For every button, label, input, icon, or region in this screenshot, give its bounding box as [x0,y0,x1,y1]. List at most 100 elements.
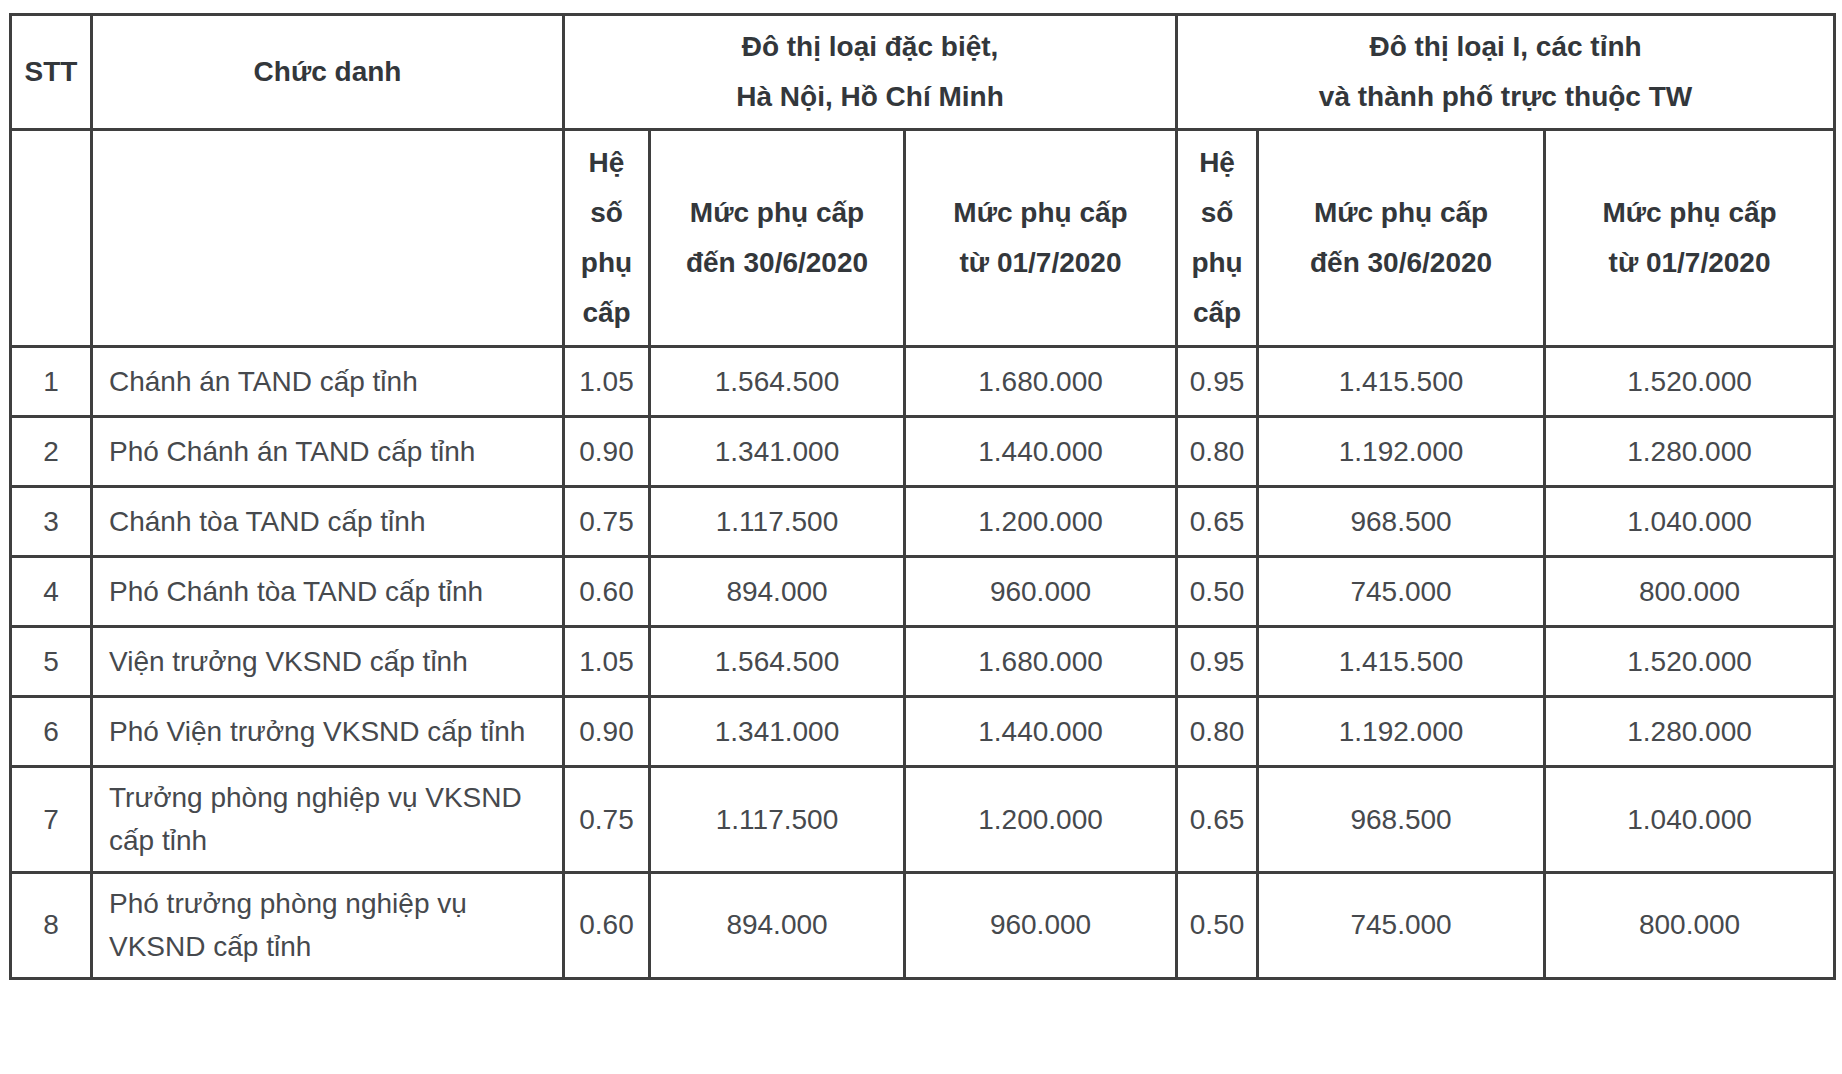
cell-stt: 1 [11,347,92,417]
muc-tu-class1-line2: từ 01/7/2020 [1554,238,1825,288]
cell-muc-den-special: 1.564.500 [650,627,905,697]
cell-chuc-danh: Phó trưởng phòng nghiệp vụ VKSND cấp tỉn… [92,872,564,978]
col-group-special-cities-line2: Hà Nội, Hồ Chí Minh [573,72,1167,122]
cell-muc-den-class1: 1.192.000 [1258,417,1545,487]
col-group-class1-cities-line1: Đô thị loại I, các tỉnh [1186,22,1825,72]
table-row: 6 Phó Viện trưởng VKSND cấp tỉnh 0.90 1.… [11,697,1835,767]
cell-muc-tu-class1: 800.000 [1545,872,1835,978]
cell-he-so-special: 1.05 [564,627,650,697]
muc-den-class1-line1: Mức phụ cấp [1267,188,1535,238]
header-row-subcolumns: Hệ số phụ cấp Mức phụ cấp đến 30/6/2020 … [11,130,1835,347]
col-header-stt: STT [11,15,92,130]
table-row: 2 Phó Chánh án TAND cấp tỉnh 0.90 1.341.… [11,417,1835,487]
cell-he-so-special: 0.90 [564,697,650,767]
table-row: 5 Viện trưởng VKSND cấp tỉnh 1.05 1.564.… [11,627,1835,697]
cell-chuc-danh: Phó Viện trưởng VKSND cấp tỉnh [92,697,564,767]
cell-muc-tu-special: 960.000 [905,872,1177,978]
cell-he-so-special: 0.90 [564,417,650,487]
muc-tu-special-line1: Mức phụ cấp [914,188,1167,238]
muc-tu-special-line2: từ 01/7/2020 [914,238,1167,288]
table-body: 1 Chánh án TAND cấp tỉnh 1.05 1.564.500 … [11,347,1835,979]
cell-stt: 5 [11,627,92,697]
cell-muc-den-class1: 1.415.500 [1258,627,1545,697]
table-row: 7 Trưởng phòng nghiệp vụ VKSND cấp tỉnh … [11,767,1835,873]
cell-he-so-special: 0.75 [564,767,650,873]
cell-muc-den-special: 1.341.000 [650,697,905,767]
col-header-muc-tu-class1: Mức phụ cấp từ 01/7/2020 [1545,130,1835,347]
cell-muc-den-special: 894.000 [650,872,905,978]
cell-stt: 7 [11,767,92,873]
table-header: STT Chức danh Đô thị loại đặc biệt, Hà N… [11,15,1835,347]
cell-muc-den-special: 894.000 [650,557,905,627]
cell-he-so-class1: 0.80 [1177,417,1258,487]
cell-he-so-class1: 0.65 [1177,487,1258,557]
cell-stt: 6 [11,697,92,767]
cell-muc-den-class1: 745.000 [1258,557,1545,627]
cell-he-so-special: 0.60 [564,557,650,627]
cell-he-so-special: 1.05 [564,347,650,417]
cell-muc-tu-class1: 1.280.000 [1545,417,1835,487]
empty-header-chuc-danh [92,130,564,347]
allowance-table: STT Chức danh Đô thị loại đặc biệt, Hà N… [9,13,1836,980]
col-header-he-so-special: Hệ số phụ cấp [564,130,650,347]
muc-den-class1-line2: đến 30/6/2020 [1267,238,1535,288]
col-header-muc-tu-special: Mức phụ cấp từ 01/7/2020 [905,130,1177,347]
cell-he-so-class1: 0.80 [1177,697,1258,767]
cell-stt: 4 [11,557,92,627]
cell-muc-den-special: 1.117.500 [650,487,905,557]
cell-chuc-danh: Chánh án TAND cấp tỉnh [92,347,564,417]
cell-muc-den-special: 1.117.500 [650,767,905,873]
cell-muc-tu-class1: 1.520.000 [1545,627,1835,697]
cell-chuc-danh: Trưởng phòng nghiệp vụ VKSND cấp tỉnh [92,767,564,873]
cell-muc-den-class1: 968.500 [1258,767,1545,873]
cell-muc-den-special: 1.341.000 [650,417,905,487]
table-row: 4 Phó Chánh tòa TAND cấp tỉnh 0.60 894.0… [11,557,1835,627]
cell-he-so-class1: 0.50 [1177,872,1258,978]
muc-tu-class1-line1: Mức phụ cấp [1554,188,1825,238]
cell-muc-tu-special: 1.680.000 [905,627,1177,697]
cell-chuc-danh: Viện trưởng VKSND cấp tỉnh [92,627,564,697]
empty-header-stt [11,130,92,347]
col-group-class1-cities: Đô thị loại I, các tỉnh và thành phố trự… [1177,15,1835,130]
cell-muc-den-class1: 968.500 [1258,487,1545,557]
col-group-special-cities: Đô thị loại đặc biệt, Hà Nội, Hồ Chí Min… [564,15,1177,130]
cell-muc-tu-special: 1.440.000 [905,697,1177,767]
muc-den-special-line2: đến 30/6/2020 [659,238,895,288]
table-row: 3 Chánh tòa TAND cấp tỉnh 0.75 1.117.500… [11,487,1835,557]
col-group-special-cities-line1: Đô thị loại đặc biệt, [573,22,1167,72]
cell-muc-tu-special: 1.200.000 [905,767,1177,873]
col-header-chuc-danh: Chức danh [92,15,564,130]
table-row: 8 Phó trưởng phòng nghiệp vụ VKSND cấp t… [11,872,1835,978]
cell-chuc-danh: Phó Chánh tòa TAND cấp tỉnh [92,557,564,627]
cell-chuc-danh: Phó Chánh án TAND cấp tỉnh [92,417,564,487]
cell-he-so-class1: 0.65 [1177,767,1258,873]
table-row: 1 Chánh án TAND cấp tỉnh 1.05 1.564.500 … [11,347,1835,417]
cell-he-so-class1: 0.50 [1177,557,1258,627]
col-header-muc-den-special: Mức phụ cấp đến 30/6/2020 [650,130,905,347]
header-row-groups: STT Chức danh Đô thị loại đặc biệt, Hà N… [11,15,1835,130]
cell-muc-tu-special: 1.680.000 [905,347,1177,417]
cell-muc-tu-class1: 800.000 [1545,557,1835,627]
cell-stt: 3 [11,487,92,557]
cell-stt: 8 [11,872,92,978]
cell-he-so-class1: 0.95 [1177,627,1258,697]
cell-he-so-class1: 0.95 [1177,347,1258,417]
cell-muc-den-class1: 1.192.000 [1258,697,1545,767]
cell-muc-tu-class1: 1.520.000 [1545,347,1835,417]
cell-muc-den-special: 1.564.500 [650,347,905,417]
cell-muc-tu-class1: 1.040.000 [1545,487,1835,557]
cell-he-so-special: 0.75 [564,487,650,557]
cell-chuc-danh: Chánh tòa TAND cấp tỉnh [92,487,564,557]
col-header-he-so-class1: Hệ số phụ cấp [1177,130,1258,347]
cell-muc-tu-class1: 1.280.000 [1545,697,1835,767]
cell-he-so-special: 0.60 [564,872,650,978]
cell-muc-tu-special: 1.440.000 [905,417,1177,487]
col-header-muc-den-class1: Mức phụ cấp đến 30/6/2020 [1258,130,1545,347]
col-group-class1-cities-line2: và thành phố trực thuộc TW [1186,72,1825,122]
cell-muc-tu-special: 1.200.000 [905,487,1177,557]
cell-muc-den-class1: 745.000 [1258,872,1545,978]
cell-stt: 2 [11,417,92,487]
cell-muc-tu-special: 960.000 [905,557,1177,627]
cell-muc-tu-class1: 1.040.000 [1545,767,1835,873]
cell-muc-den-class1: 1.415.500 [1258,347,1545,417]
